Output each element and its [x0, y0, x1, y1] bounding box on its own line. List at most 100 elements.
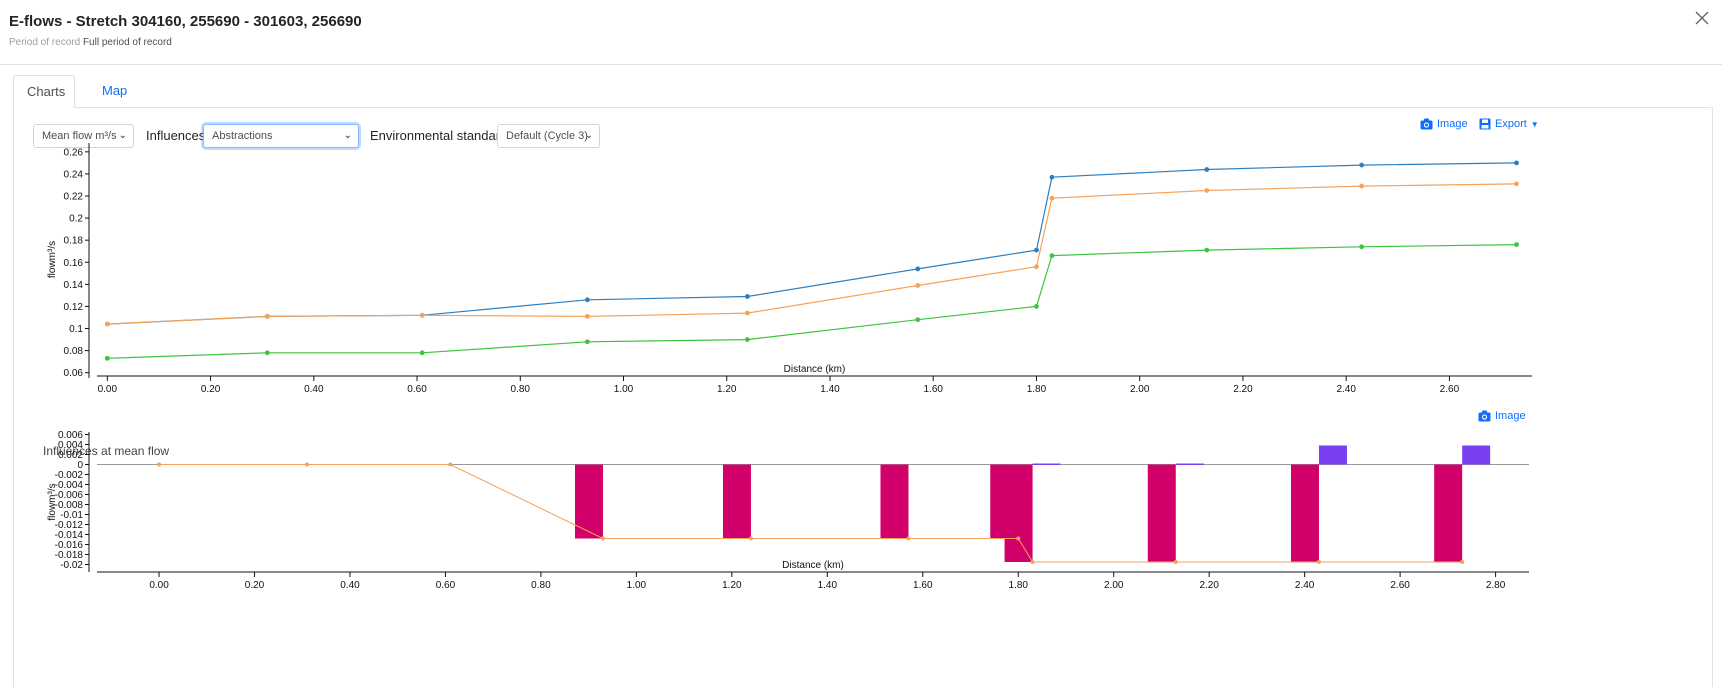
- measure-select-value: Mean flow m³/s: [42, 130, 117, 142]
- influence-chart-x-tick-label: 0.00: [149, 580, 169, 591]
- image-button-lower[interactable]: Image: [1478, 410, 1526, 422]
- flow-chart-y-tick-label: 0.08: [64, 346, 84, 357]
- influence-bar-discharge: [1175, 463, 1204, 465]
- influence-chart-x-tick-label: 1.60: [913, 580, 933, 591]
- flow-chart-x-tick-label: 2.20: [1233, 384, 1253, 395]
- tab-map[interactable]: Map: [102, 83, 128, 98]
- flow-chart-x-tick-label: 1.00: [614, 384, 634, 395]
- flow-chart-y-axis-title: flowm³/s: [47, 241, 58, 278]
- influence-chart-x-tick-label: 1.40: [818, 580, 838, 591]
- influence-chart-x-tick-label: 2.20: [1199, 580, 1219, 591]
- flow-point-green: [915, 317, 921, 323]
- flow-chart-x-axis-title: Distance (km): [784, 364, 846, 375]
- influence-net-point: [448, 462, 453, 467]
- env-standard-label: Environmental standard: [370, 128, 508, 143]
- influence-chart-x-tick-label: 0.40: [340, 580, 360, 591]
- period-label: Period of record: [9, 37, 81, 48]
- flow-chart-y-tick-label: 0.14: [64, 280, 84, 291]
- flow-chart-x-tick-label: 0.60: [407, 384, 427, 395]
- influence-chart-y-tick-label: -0.018: [55, 550, 84, 561]
- influences-label: Influences: [146, 128, 206, 143]
- flow-chart-x-tick-label: 1.20: [717, 384, 737, 395]
- influence-chart-y-tick-label: -0.014: [55, 530, 84, 541]
- image-button[interactable]: Image: [1420, 118, 1468, 130]
- env-standard-select[interactable]: Default (Cycle 3) ⌄: [497, 124, 600, 148]
- flow-chart-y-tick-label: 0.06: [64, 368, 84, 379]
- image-label-lower: Image: [1495, 410, 1526, 422]
- dialog-header: E-flows - Stretch 304160, 255690 - 30160…: [0, 0, 1722, 65]
- flow-point-green: [1359, 244, 1365, 250]
- flow-chart-x-tick-label: 2.60: [1440, 384, 1460, 395]
- influence-chart-y-tick-label: -0.006: [55, 490, 84, 501]
- influence-bar-abstraction: [574, 464, 603, 539]
- flow-point-green: [419, 350, 425, 356]
- flow-point-blue: [744, 294, 750, 299]
- flow-point-orange: [744, 310, 750, 316]
- flow-point-orange: [584, 313, 590, 319]
- flow-series-line-blue: [107, 162, 1517, 325]
- influence-chart-y-tick-label: 0: [77, 460, 83, 471]
- influence-bar-abstraction: [1434, 464, 1463, 562]
- flow-chart-x-tick-label: 1.40: [820, 384, 840, 395]
- flow-chart-y-tick-label: 0.26: [64, 147, 84, 158]
- influences-select[interactable]: Abstractions ⌄: [203, 124, 359, 148]
- flow-chart-x-tick-label: 2.40: [1336, 384, 1356, 395]
- influence-chart-y-tick-label: -0.008: [55, 500, 84, 511]
- influence-bar-discharge: [1032, 463, 1061, 465]
- flow-point-orange: [1514, 181, 1519, 187]
- flow-chart-x-tick-label: 1.80: [1027, 384, 1047, 395]
- measure-select[interactable]: Mean flow m³/s ⌄: [33, 124, 134, 148]
- flow-point-green: [1034, 304, 1039, 309]
- flow-point-orange: [1359, 183, 1365, 189]
- flow-chart-x-tick-label: 0.20: [201, 384, 221, 395]
- influence-chart-y-tick-label: -0.004: [55, 480, 84, 491]
- influence-chart-x-axis-title: Distance (km): [782, 560, 844, 571]
- influence-chart-x-tick-label: 2.40: [1295, 580, 1315, 591]
- influence-bar-abstraction: [1147, 464, 1176, 562]
- flow-chart-y-tick-label: 0.24: [64, 169, 84, 180]
- export-button[interactable]: Export ▼: [1479, 118, 1539, 130]
- image-label: Image: [1437, 118, 1468, 130]
- influences-select-value: Abstractions: [212, 130, 273, 142]
- influence-chart-x-tick-label: 0.80: [531, 580, 551, 591]
- flow-chart-y-tick-label: 0.18: [64, 236, 84, 247]
- flow-point-green: [1204, 247, 1210, 253]
- tab-charts[interactable]: Charts: [13, 75, 75, 108]
- influence-chart-y-tick-label: 0.002: [58, 450, 83, 461]
- flow-point-orange: [419, 312, 425, 318]
- influence-net-line: [159, 464, 1463, 563]
- influence-net-point: [1460, 560, 1465, 564]
- period-value: Full period of record: [82, 37, 172, 48]
- flow-series-line-green: [107, 244, 1517, 359]
- influence-bar-abstraction: [1004, 464, 1033, 562]
- chevron-down-icon: ⌄: [584, 130, 593, 141]
- camera-icon: [1478, 410, 1491, 422]
- influence-bar-discharge: [1318, 445, 1347, 465]
- flow-point-green: [104, 355, 110, 361]
- env-standard-select-value: Default (Cycle 3): [506, 130, 588, 142]
- camera-icon: [1420, 118, 1433, 130]
- flow-point-orange: [104, 321, 110, 327]
- chevron-down-icon: ⌄: [343, 130, 352, 141]
- flow-chart-y-tick-label: 0.1: [69, 324, 83, 335]
- save-icon: [1479, 118, 1491, 130]
- flow-point-green: [744, 337, 750, 342]
- period-of-record: Period of record Full period of record: [9, 37, 172, 48]
- flow-chart-x-tick-label: 0.00: [98, 384, 118, 395]
- influence-net-point: [1316, 560, 1321, 564]
- influence-bar-discharge: [1462, 445, 1491, 465]
- charts-panel: [13, 107, 1713, 687]
- flow-point-green: [1514, 242, 1519, 247]
- flow-point-blue: [1514, 160, 1519, 166]
- influence-chart-x-tick-label: 0.20: [245, 580, 265, 591]
- flow-point-blue: [1034, 247, 1039, 253]
- influence-net-point: [906, 536, 911, 541]
- influence-chart-x-tick-label: 1.80: [1009, 580, 1029, 591]
- chevron-down-icon: ⌄: [118, 130, 127, 141]
- influence-chart-y-tick-label: -0.012: [55, 520, 84, 531]
- influence-chart-x-tick-label: 2.80: [1486, 580, 1506, 591]
- flow-chart-x-tick-label: 2.00: [1130, 384, 1150, 395]
- flow-point-orange: [1034, 264, 1039, 270]
- close-icon[interactable]: [1694, 10, 1710, 26]
- flow-chart-y-tick-label: 0.22: [64, 192, 84, 203]
